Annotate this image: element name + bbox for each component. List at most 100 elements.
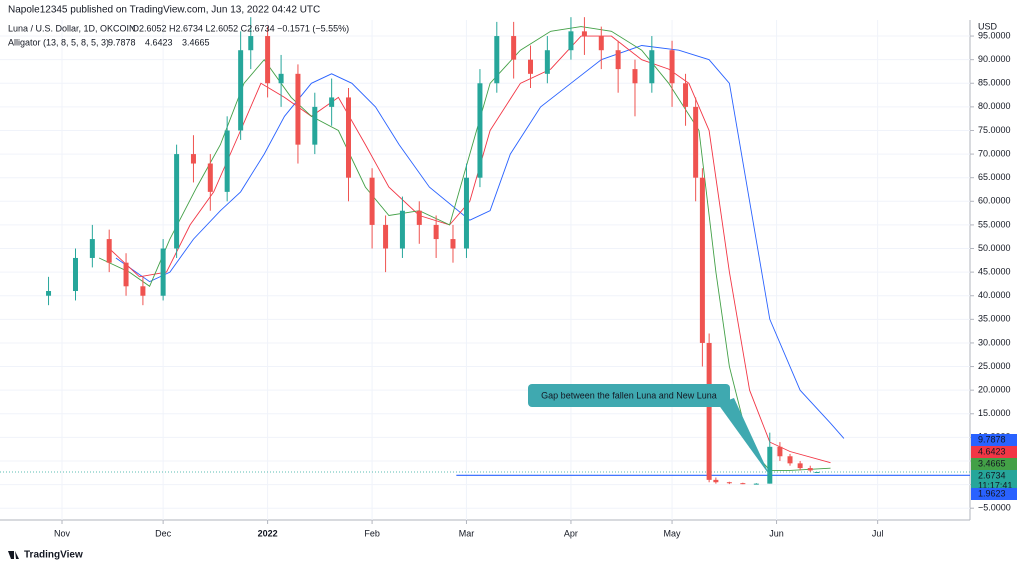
y-tick-label: 65.0000 bbox=[978, 172, 1011, 182]
price-label-bg bbox=[971, 434, 1017, 446]
price-label-bg bbox=[971, 458, 1017, 470]
candle bbox=[399, 196, 405, 258]
candle-body bbox=[814, 471, 820, 473]
ohlc-values: O2.6052 H2.6734 L2.6052 C2.6734 −0.1571 … bbox=[132, 23, 349, 33]
x-tick-label: May bbox=[664, 528, 682, 538]
candle-body bbox=[683, 83, 689, 107]
candle bbox=[477, 69, 483, 188]
candle-body bbox=[174, 154, 180, 249]
indicator-name: Alligator (13, 8, 5, 8, 5, 3) bbox=[8, 37, 109, 47]
price-label-bg bbox=[971, 488, 1017, 500]
candle-body bbox=[494, 36, 500, 84]
candle-body bbox=[706, 342, 712, 480]
candle-body bbox=[160, 248, 166, 296]
price-label: 1.9623 bbox=[978, 488, 1006, 498]
annotation-box bbox=[528, 384, 730, 407]
candle bbox=[295, 64, 301, 164]
price-label-bg bbox=[971, 470, 1017, 492]
annotation: Gap between the fallen Luna and New Luna bbox=[528, 384, 770, 476]
candle-body bbox=[713, 479, 719, 483]
candle-body bbox=[528, 59, 534, 74]
x-tick-label: Jun bbox=[769, 528, 784, 538]
indicator-line bbox=[115, 45, 845, 439]
candle-body bbox=[248, 36, 254, 51]
price-label: 4.6423 bbox=[978, 446, 1006, 456]
candle-body bbox=[477, 83, 483, 178]
price-label: 2.6734 bbox=[978, 470, 1006, 480]
candle bbox=[278, 54, 284, 107]
candle bbox=[248, 17, 254, 70]
candle-body bbox=[369, 177, 375, 225]
currency: USD bbox=[978, 21, 998, 31]
candle-body bbox=[693, 106, 699, 178]
candle bbox=[767, 432, 773, 484]
y-tick-label: 60.0000 bbox=[978, 196, 1011, 206]
x-tick-label: Dec bbox=[155, 528, 172, 538]
y-tick-label: 80.0000 bbox=[978, 101, 1011, 111]
price-label-bg bbox=[971, 446, 1017, 458]
countdown: 11:17:41 bbox=[978, 480, 1012, 490]
y-tick-label: 85.0000 bbox=[978, 78, 1011, 88]
y-tick-label: 20.0000 bbox=[978, 385, 1011, 395]
candle-body bbox=[568, 31, 574, 51]
y-tick-label: 70.0000 bbox=[978, 148, 1011, 158]
candle bbox=[544, 36, 550, 84]
candle bbox=[787, 453, 793, 466]
x-tick-label: Mar bbox=[459, 528, 475, 538]
y-tick-label: 95.0000 bbox=[978, 30, 1011, 40]
candle-body bbox=[399, 210, 405, 249]
y-tick-label: 35.0000 bbox=[978, 314, 1011, 324]
candle-body bbox=[699, 177, 705, 343]
candle bbox=[683, 73, 689, 126]
y-tick-label: 45.0000 bbox=[978, 266, 1011, 276]
candle-body bbox=[140, 286, 146, 296]
x-tick-label: Apr bbox=[564, 528, 578, 538]
candle bbox=[726, 481, 732, 485]
candle-body bbox=[89, 239, 95, 258]
candle bbox=[494, 21, 500, 93]
candle bbox=[615, 40, 621, 93]
candle-body bbox=[632, 69, 638, 84]
candle bbox=[190, 135, 196, 183]
y-tick-label: 55.0000 bbox=[978, 219, 1011, 229]
candle bbox=[528, 45, 534, 88]
candle-body bbox=[544, 50, 550, 74]
candle bbox=[46, 276, 52, 306]
candle-body bbox=[753, 483, 759, 485]
annotation-pointer bbox=[718, 398, 770, 476]
y-tick-label: 25.0000 bbox=[978, 361, 1011, 371]
y-tick-label: 90.0000 bbox=[978, 54, 1011, 64]
candle bbox=[649, 36, 655, 93]
indicator-value: 9.7878 bbox=[108, 37, 136, 47]
candle bbox=[312, 92, 318, 155]
x-tick-label: Jul bbox=[872, 528, 884, 538]
candle bbox=[807, 465, 813, 472]
price-label: 9.7878 bbox=[978, 434, 1006, 444]
candle bbox=[160, 239, 166, 301]
published: Napole12345 published on TradingView.com… bbox=[8, 5, 320, 16]
candle bbox=[797, 460, 803, 471]
candle bbox=[713, 477, 719, 484]
footer-logo: TradingView bbox=[24, 550, 83, 561]
candle bbox=[699, 168, 705, 367]
x-tick-label: Nov bbox=[54, 528, 71, 538]
candle-body bbox=[345, 97, 351, 178]
candle bbox=[581, 17, 587, 55]
candle bbox=[693, 97, 699, 202]
candle bbox=[598, 26, 604, 70]
candle bbox=[369, 168, 375, 249]
symbol-title: Luna / U.S. Dollar, 1D, OKCOIN bbox=[8, 23, 136, 33]
candle-body bbox=[767, 446, 773, 484]
candle-body bbox=[433, 224, 439, 240]
candle-body bbox=[278, 73, 284, 84]
candle bbox=[450, 224, 456, 263]
candle bbox=[72, 248, 78, 301]
indicator-value: 4.6423 bbox=[145, 37, 173, 47]
x-tick-label: 2022 bbox=[258, 528, 278, 538]
candle-body bbox=[123, 262, 129, 287]
candle-body bbox=[740, 483, 746, 485]
candle bbox=[383, 215, 389, 273]
candle bbox=[174, 144, 180, 258]
candle bbox=[753, 483, 759, 485]
